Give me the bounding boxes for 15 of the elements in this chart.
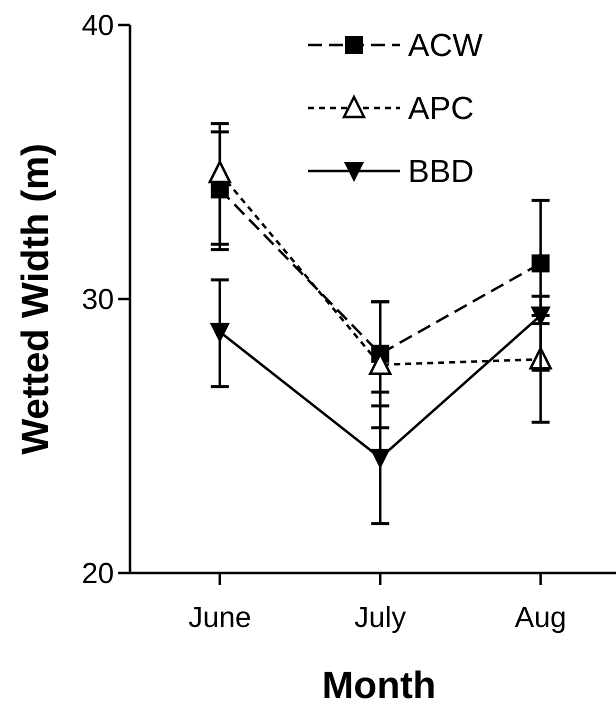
y-tick-label: 40 — [82, 10, 114, 42]
point — [208, 160, 232, 184]
legend-label: APC — [408, 90, 474, 126]
point — [210, 322, 230, 343]
point — [370, 448, 390, 469]
x-tick-label: June — [188, 602, 252, 634]
y-tick-label: 20 — [82, 558, 114, 590]
x-axis-title: Month — [322, 665, 436, 706]
y-axis-title: Wetted Width (m) — [15, 143, 57, 455]
legend-label: ACW — [408, 27, 484, 64]
y-tick-label: 30 — [82, 284, 114, 316]
x-tick-label: Aug — [514, 602, 566, 634]
legend-label: BBD — [408, 153, 474, 190]
point — [532, 254, 550, 272]
x-tick-label: July — [354, 602, 406, 634]
